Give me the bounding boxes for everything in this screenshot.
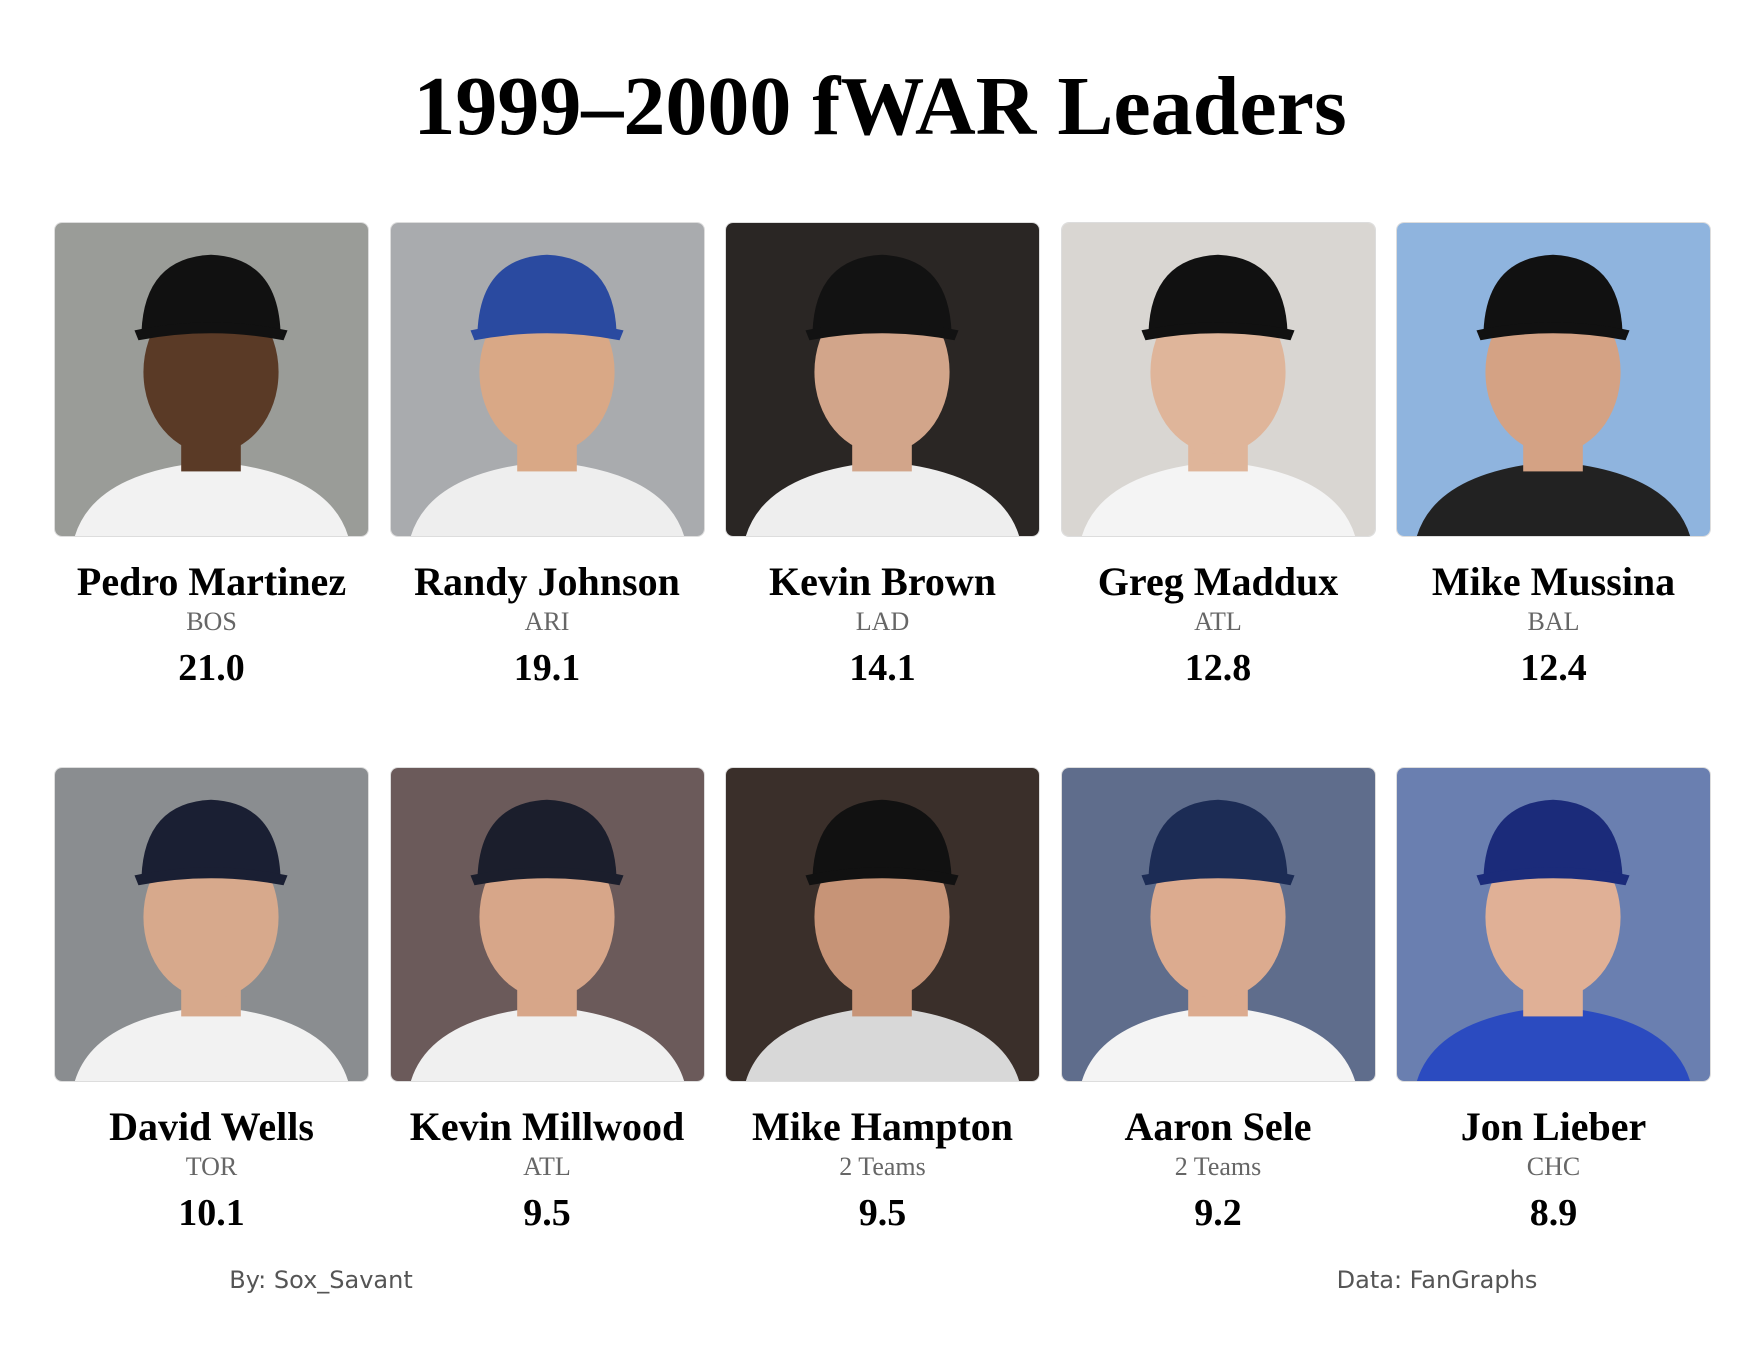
player-team: ATL: [523, 1152, 571, 1181]
player-name: Mike Mussina: [1431, 559, 1676, 604]
player-name: Kevin Brown: [768, 559, 997, 604]
cap-brim: [469, 867, 624, 886]
player-card: Greg Maddux ATL 12.8: [1060, 222, 1376, 691]
player-fwar: 9.2: [1194, 1192, 1242, 1234]
cap: [141, 254, 281, 333]
jersey: [1081, 1006, 1355, 1081]
player-photo: [725, 222, 1040, 537]
player-photo: [1396, 767, 1711, 1082]
player-team: ARI: [524, 607, 570, 636]
jersey: [745, 1006, 1020, 1081]
player-team: CHC: [1526, 1152, 1581, 1181]
player-card: Randy Johnson ARI 19.1: [389, 222, 705, 691]
jersey: [745, 461, 1020, 536]
player-name: Pedro Martinez: [76, 559, 347, 604]
player-team: 2 Teams: [1174, 1152, 1262, 1181]
player-name: Mike Hampton: [751, 1104, 1014, 1149]
cap-brim: [134, 322, 288, 341]
cap: [476, 254, 617, 333]
jersey: [1416, 461, 1691, 536]
player-card: Pedro Martinez BOS 21.0: [54, 222, 369, 691]
player-card: Jon Lieber CHC 8.9: [1396, 767, 1711, 1236]
player-photo: [54, 767, 369, 1082]
player-team: BOS: [186, 607, 237, 636]
player-fwar: 21.0: [178, 647, 245, 689]
player-team: 2 Teams: [839, 1152, 926, 1181]
cap: [1147, 799, 1288, 878]
cap: [1483, 799, 1623, 878]
player-fwar: 19.1: [513, 647, 581, 689]
player-photo: [1060, 767, 1376, 1082]
player-team: TOR: [185, 1152, 238, 1181]
player-photo: [725, 767, 1040, 1082]
source: Data: FanGraphs: [1336, 1266, 1538, 1294]
player-photo: [54, 222, 369, 537]
player-fwar: 9.5: [523, 1192, 571, 1234]
cap: [1483, 254, 1623, 333]
player-fwar: 12.8: [1184, 647, 1252, 689]
cap-brim: [1476, 322, 1630, 341]
player-card: Mike Hampton 2 Teams 9.5: [725, 767, 1040, 1236]
cap: [1147, 254, 1288, 333]
title: 1999–2000 fWAR Leaders: [413, 60, 1347, 153]
jersey: [74, 461, 349, 536]
cap: [141, 799, 281, 878]
jersey: [1416, 1006, 1691, 1081]
player-card: Mike Mussina BAL 12.4: [1396, 222, 1711, 691]
jersey: [1081, 461, 1355, 536]
player-photo: [389, 222, 705, 537]
player-name: Kevin Millwood: [409, 1104, 685, 1149]
player-name: Jon Lieber: [1460, 1104, 1647, 1149]
jersey: [410, 461, 684, 536]
player-team: BAL: [1527, 607, 1580, 636]
player-card: Kevin Millwood ATL 9.5: [389, 767, 705, 1236]
cap-brim: [134, 867, 288, 886]
player-fwar: 9.5: [858, 1192, 907, 1234]
player-fwar: 12.4: [1520, 647, 1587, 689]
cap: [812, 799, 952, 878]
player-photo: [389, 767, 705, 1082]
cap-brim: [1140, 867, 1295, 886]
player-team: LAD: [855, 607, 910, 636]
player-name: Randy Johnson: [414, 559, 680, 604]
cap-brim: [469, 322, 624, 341]
player-name: Greg Maddux: [1097, 559, 1339, 604]
player-card: Aaron Sele 2 Teams 9.2: [1060, 767, 1376, 1236]
cap-brim: [805, 322, 959, 341]
player-team: ATL: [1194, 607, 1242, 636]
player-fwar: 8.9: [1529, 1192, 1578, 1234]
player-fwar: 14.1: [849, 647, 916, 689]
player-card: David Wells TOR 10.1: [54, 767, 369, 1236]
jersey: [410, 1006, 684, 1081]
cap: [812, 254, 952, 333]
player-name: David Wells: [109, 1104, 314, 1149]
cap: [476, 799, 617, 878]
cap-brim: [1476, 867, 1630, 886]
player-name: Aaron Sele: [1124, 1104, 1312, 1149]
jersey: [74, 1006, 349, 1081]
player-photo: [1060, 222, 1376, 537]
player-card: Kevin Brown LAD 14.1: [725, 222, 1040, 691]
cap-brim: [1140, 322, 1295, 341]
player-photo: [1396, 222, 1711, 537]
cap-brim: [805, 867, 959, 886]
player-fwar: 10.1: [178, 1192, 245, 1234]
credit: By: Sox_Savant: [229, 1266, 413, 1294]
